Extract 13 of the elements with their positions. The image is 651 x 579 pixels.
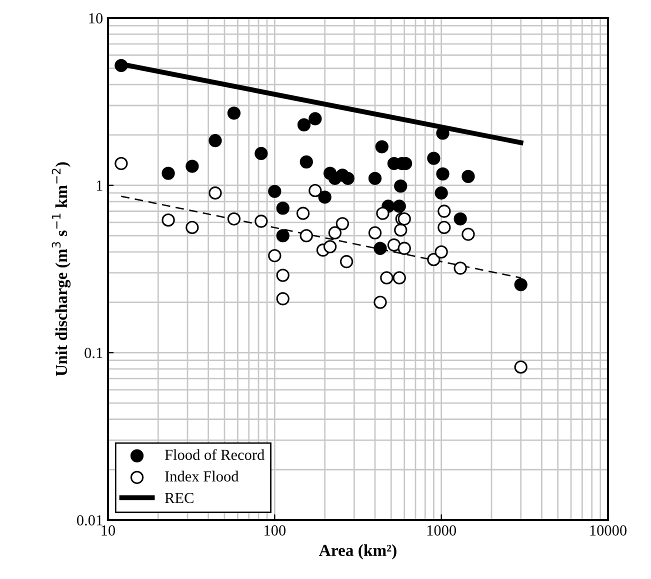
y-tick-label: 1 <box>96 180 102 191</box>
legend-label: Flood of Record <box>164 449 264 460</box>
y-tick-label: 0.01 <box>76 515 102 526</box>
y-tick-label: 0.1 <box>84 348 102 358</box>
legend-label: REC <box>164 492 194 504</box>
y-axis-title: Unit discharge (m$^{3}$ s$^{−1}$ km$^{−2}$) <box>52 162 71 376</box>
y-tick-label: 10 <box>89 13 103 24</box>
legend-label: Index Flood <box>165 470 239 482</box>
x-tick-label: 10000 <box>590 525 627 536</box>
x-tick-label: 1000 <box>427 525 456 536</box>
x-tick-label: 100 <box>264 525 286 536</box>
x-tick-label: 10 <box>102 525 116 536</box>
x-axis-title: Area (km²) <box>319 544 396 560</box>
